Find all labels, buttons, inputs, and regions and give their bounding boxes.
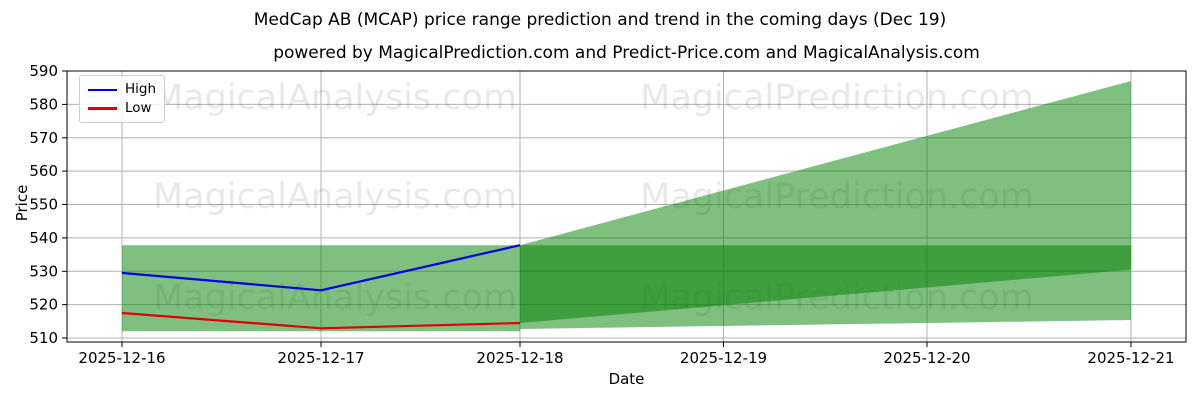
watermark-text: MagicalAnalysis.com [153,177,517,217]
legend-label-high: High [125,81,157,97]
chart-title: MedCap AB (MCAP) price range prediction … [253,10,947,30]
legend-item-high: High [88,81,157,97]
low-line-swatch [88,107,117,110]
y-tick-label: 510 [29,329,58,347]
chart-subtitle: powered by MagicalPrediction.com and Pre… [273,43,980,63]
series-low-line [121,311,521,330]
y-tick-label: 540 [29,229,58,247]
axis-layer: 510 520 530 540 550 560 570 580 590 2025-12-16 202… [29,62,1187,367]
legend: High Low [79,75,165,123]
y-tick-label: 520 [29,296,58,314]
watermark-text: MagicalAnalysis.com [153,78,517,118]
y-tick-label: 560 [29,162,58,180]
y-tick-label: 570 [29,129,58,147]
x-tick-label: 2025-12-20 [883,349,970,367]
high-line-swatch [88,88,117,91]
forecast-trend-fan [520,81,1131,323]
x-tick-label: 2025-12-16 [78,349,165,367]
series-high-line [121,244,521,292]
x-tick-label: 2025-12-21 [1087,349,1174,367]
x-tick-label: 2025-12-17 [277,349,364,367]
x-axis-label: Date [608,370,645,388]
x-tick-label: 2025-12-18 [476,349,563,367]
y-tick-label: 580 [29,95,58,113]
y-tick-label: 530 [29,262,58,280]
y-axis-label: Price [13,184,31,222]
y-tick-label: 550 [29,196,58,214]
y-tick-label: 590 [29,62,58,80]
watermark-text: MagicalPrediction.com [640,78,1034,118]
legend-item-low: Low [88,99,156,116]
legend-label-low: Low [125,99,152,116]
x-tick-label: 2025-12-19 [680,349,767,367]
series-layer [121,244,521,330]
